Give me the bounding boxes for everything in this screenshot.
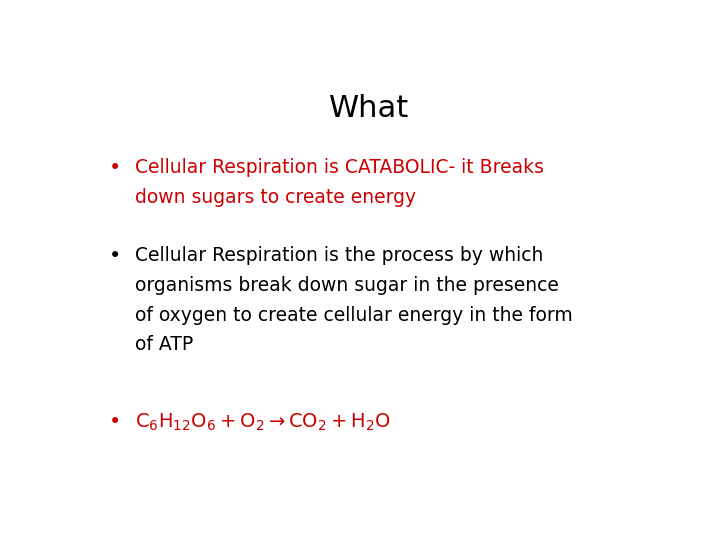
Text: of oxygen to create cellular energy in the form: of oxygen to create cellular energy in t… — [135, 306, 572, 325]
Text: $\mathregular{C_6H_{12}O_6 + O_2 \rightarrow CO_2 + H_2O}$: $\mathregular{C_6H_{12}O_6 + O_2 \righta… — [135, 412, 390, 433]
Text: •: • — [109, 412, 121, 432]
Text: Cellular Respiration is CATABOLIC- it Breaks: Cellular Respiration is CATABOLIC- it Br… — [135, 158, 544, 177]
Text: •: • — [109, 246, 121, 266]
Text: •: • — [109, 158, 121, 178]
Text: down sugars to create energy: down sugars to create energy — [135, 188, 415, 207]
Text: Cellular Respiration is the process by which: Cellular Respiration is the process by w… — [135, 246, 543, 265]
Text: organisms break down sugar in the presence: organisms break down sugar in the presen… — [135, 275, 559, 295]
Text: of ATP: of ATP — [135, 335, 193, 354]
Text: What: What — [329, 94, 409, 123]
